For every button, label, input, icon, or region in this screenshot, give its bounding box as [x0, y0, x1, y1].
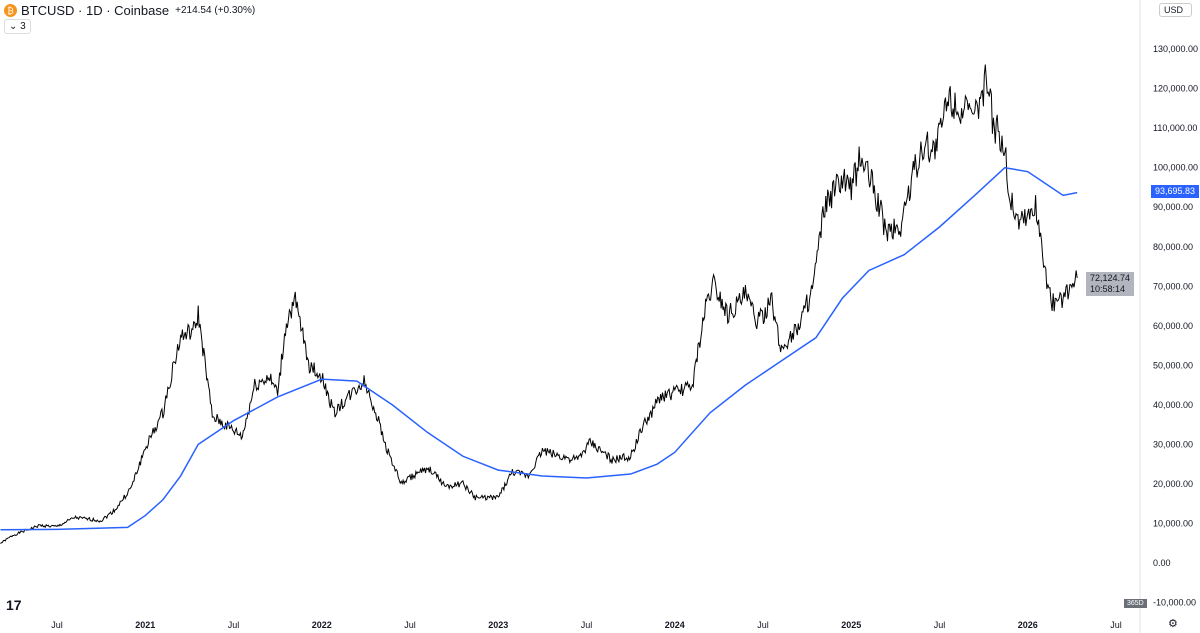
- bitcoin-logo-icon: ₿: [4, 4, 17, 17]
- y-tick-label: 80,000.00: [1153, 242, 1193, 252]
- price-change: +214.54 (+0.30%): [175, 5, 256, 16]
- x-tick-label: Jul: [1110, 620, 1122, 630]
- x-tick-label: Jul: [757, 620, 769, 630]
- symbol-title[interactable]: BTCUSD · 1D · Coinbase: [21, 3, 170, 18]
- y-tick-label: 50,000.00: [1153, 360, 1193, 370]
- price-series-line: [0, 64, 1078, 544]
- y-tick-label: 130,000.00: [1153, 44, 1198, 54]
- y-tick-label: 40,000.00: [1153, 400, 1193, 410]
- currency-selector[interactable]: USD: [1158, 3, 1192, 17]
- x-tick-label: Jul: [581, 620, 593, 630]
- y-tick-label: 20,000.00: [1153, 479, 1193, 489]
- y-tick-label: 100,000.00: [1153, 163, 1198, 173]
- y-tick-label: 70,000.00: [1153, 281, 1193, 291]
- symbol-header[interactable]: ₿ BTCUSD · 1D · Coinbase +214.54 (+0.30%…: [4, 3, 255, 18]
- x-tick-label: Jul: [51, 620, 63, 630]
- x-tick-label: 2022: [312, 620, 332, 630]
- y-tick-label: -10,000.00: [1153, 598, 1196, 608]
- x-tick-label: 2023: [488, 620, 508, 630]
- x-tick-label: 2021: [135, 620, 155, 630]
- last-price: 72,124.74: [1090, 273, 1131, 283]
- moving-average-line: [0, 166, 1078, 531]
- y-tick-label: 10,000.00: [1153, 518, 1193, 528]
- y-tick-label: 120,000.00: [1153, 84, 1198, 94]
- indicators-toggle-button[interactable]: ⌄ 3: [4, 19, 31, 34]
- x-tick-label: Jul: [404, 620, 416, 630]
- y-tick-label: 110,000.00: [1153, 123, 1197, 133]
- x-tick-label: 2024: [665, 620, 685, 630]
- settings-gear-icon[interactable]: ⚙: [1168, 618, 1178, 630]
- y-tick-label: 60,000.00: [1153, 321, 1193, 331]
- x-tick-label: Jul: [228, 620, 240, 630]
- bar-countdown: 10:58:14: [1090, 284, 1126, 294]
- tradingview-logo-icon[interactable]: 17: [6, 597, 22, 613]
- timeframe-365d-button[interactable]: 365D: [1124, 599, 1147, 608]
- x-tick-label: Jul: [934, 620, 946, 630]
- x-tick-label: 2025: [841, 620, 861, 630]
- y-tick-label: 30,000.00: [1153, 439, 1193, 449]
- y-tick-label: 0.00: [1153, 558, 1171, 568]
- last-price-label: 72,124.74 10:58:14: [1086, 272, 1135, 296]
- x-tick-label: 2026: [1018, 620, 1038, 630]
- y-tick-label: 90,000.00: [1153, 202, 1193, 212]
- ma-value-label: 93,695.83: [1151, 185, 1200, 198]
